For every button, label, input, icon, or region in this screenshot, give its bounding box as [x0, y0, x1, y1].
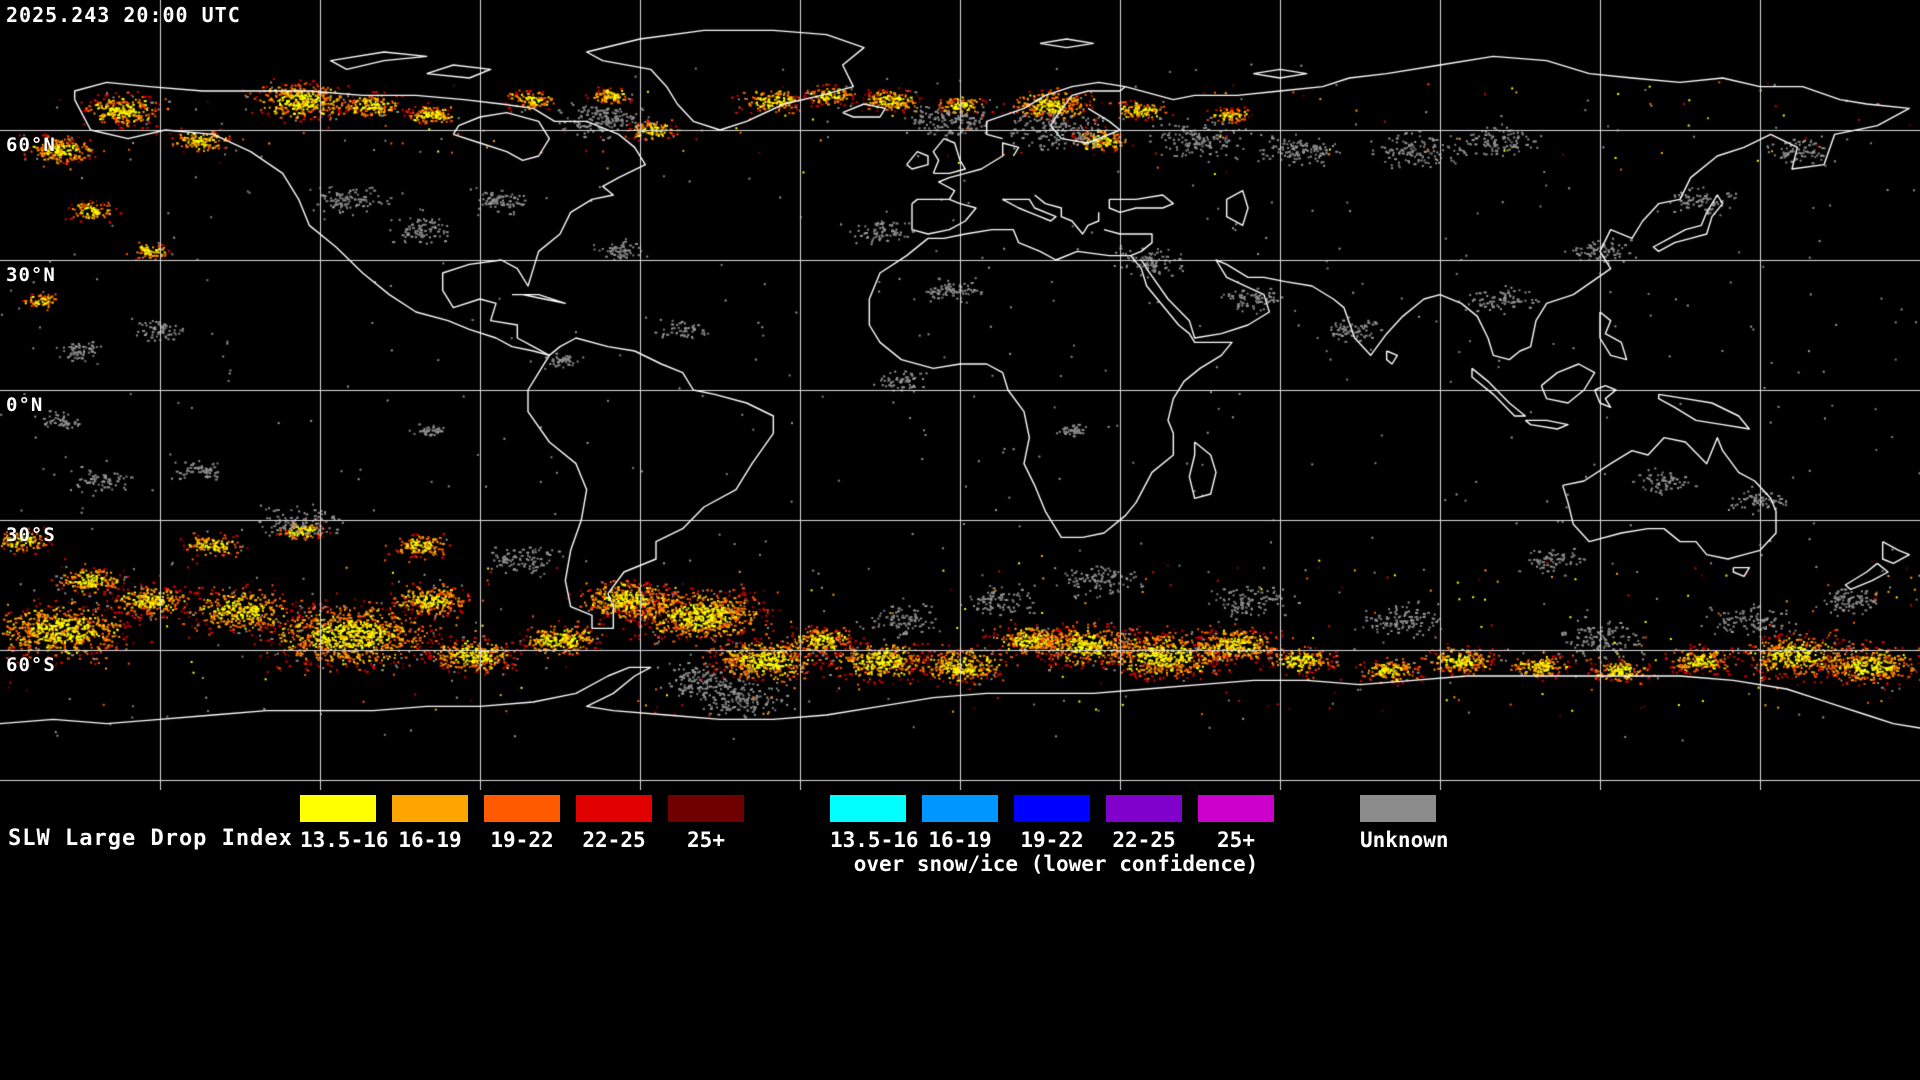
legend-unknown-group: Unknown [1360, 795, 1449, 852]
legend-snowice-caption: over snow/ice (lower confidence) [853, 852, 1259, 876]
legend-item: 16-19 [392, 795, 468, 852]
legend-range-label: 19-22 [490, 828, 554, 852]
legend-item: 19-22 [484, 795, 560, 852]
map-area: 2025.243 20:00 UTC 60°N 30°N 0°N 30°S 60°S [6, 3, 241, 676]
latitude-label: 0°N [6, 394, 44, 416]
latitude-label: 30°N [6, 264, 56, 286]
legend-item: 22-25 [1106, 795, 1182, 852]
legend-swatch [484, 795, 560, 822]
legend-swatch [1014, 795, 1090, 822]
latitude-label: 60°N [6, 134, 56, 156]
legend-standard-items: 13.5-16 16-19 19-22 22-25 25+ [300, 795, 744, 852]
legend-item: 22-25 [576, 795, 652, 852]
legend-snowice-items: 13.5-16 16-19 19-22 22-25 25+ [830, 795, 1274, 852]
legend-range-label: 19-22 [1020, 828, 1084, 852]
legend-unknown-swatch [1360, 795, 1436, 822]
legend-swatch [576, 795, 652, 822]
world-map-canvas [0, 0, 1920, 790]
legend-range-label: 16-19 [928, 828, 992, 852]
legend-range-label: 25+ [687, 828, 725, 852]
legend-item: 16-19 [922, 795, 998, 852]
legend-range-label: 25+ [1217, 828, 1255, 852]
latitude-label: 60°S [6, 654, 56, 676]
legend-item: 19-22 [1014, 795, 1090, 852]
legend-range-label: 22-25 [1112, 828, 1176, 852]
legend-title: SLW Large Drop Index [8, 826, 293, 851]
legend-item: 25+ [1198, 795, 1274, 852]
legend-item: 25+ [668, 795, 744, 852]
latitude-label: 30°S [6, 524, 56, 546]
legend-range-label: 13.5-16 [830, 828, 919, 852]
legend-item: Unknown [1360, 795, 1449, 852]
legend-range-label: 13.5-16 [300, 828, 389, 852]
legend-swatch [300, 795, 376, 822]
legend-range-label: 16-19 [398, 828, 462, 852]
timestamp-label: 2025.243 20:00 UTC [6, 3, 241, 27]
legend-range-label: 22-25 [582, 828, 646, 852]
legend-swatch [922, 795, 998, 822]
legend-swatch [668, 795, 744, 822]
legend-swatch [830, 795, 906, 822]
legend-swatch [1198, 795, 1274, 822]
legend-unknown-label: Unknown [1360, 828, 1449, 852]
legend-swatch [1106, 795, 1182, 822]
legend-item: 13.5-16 [830, 795, 919, 852]
legend-swatch [392, 795, 468, 822]
legend-item: 13.5-16 [300, 795, 389, 852]
